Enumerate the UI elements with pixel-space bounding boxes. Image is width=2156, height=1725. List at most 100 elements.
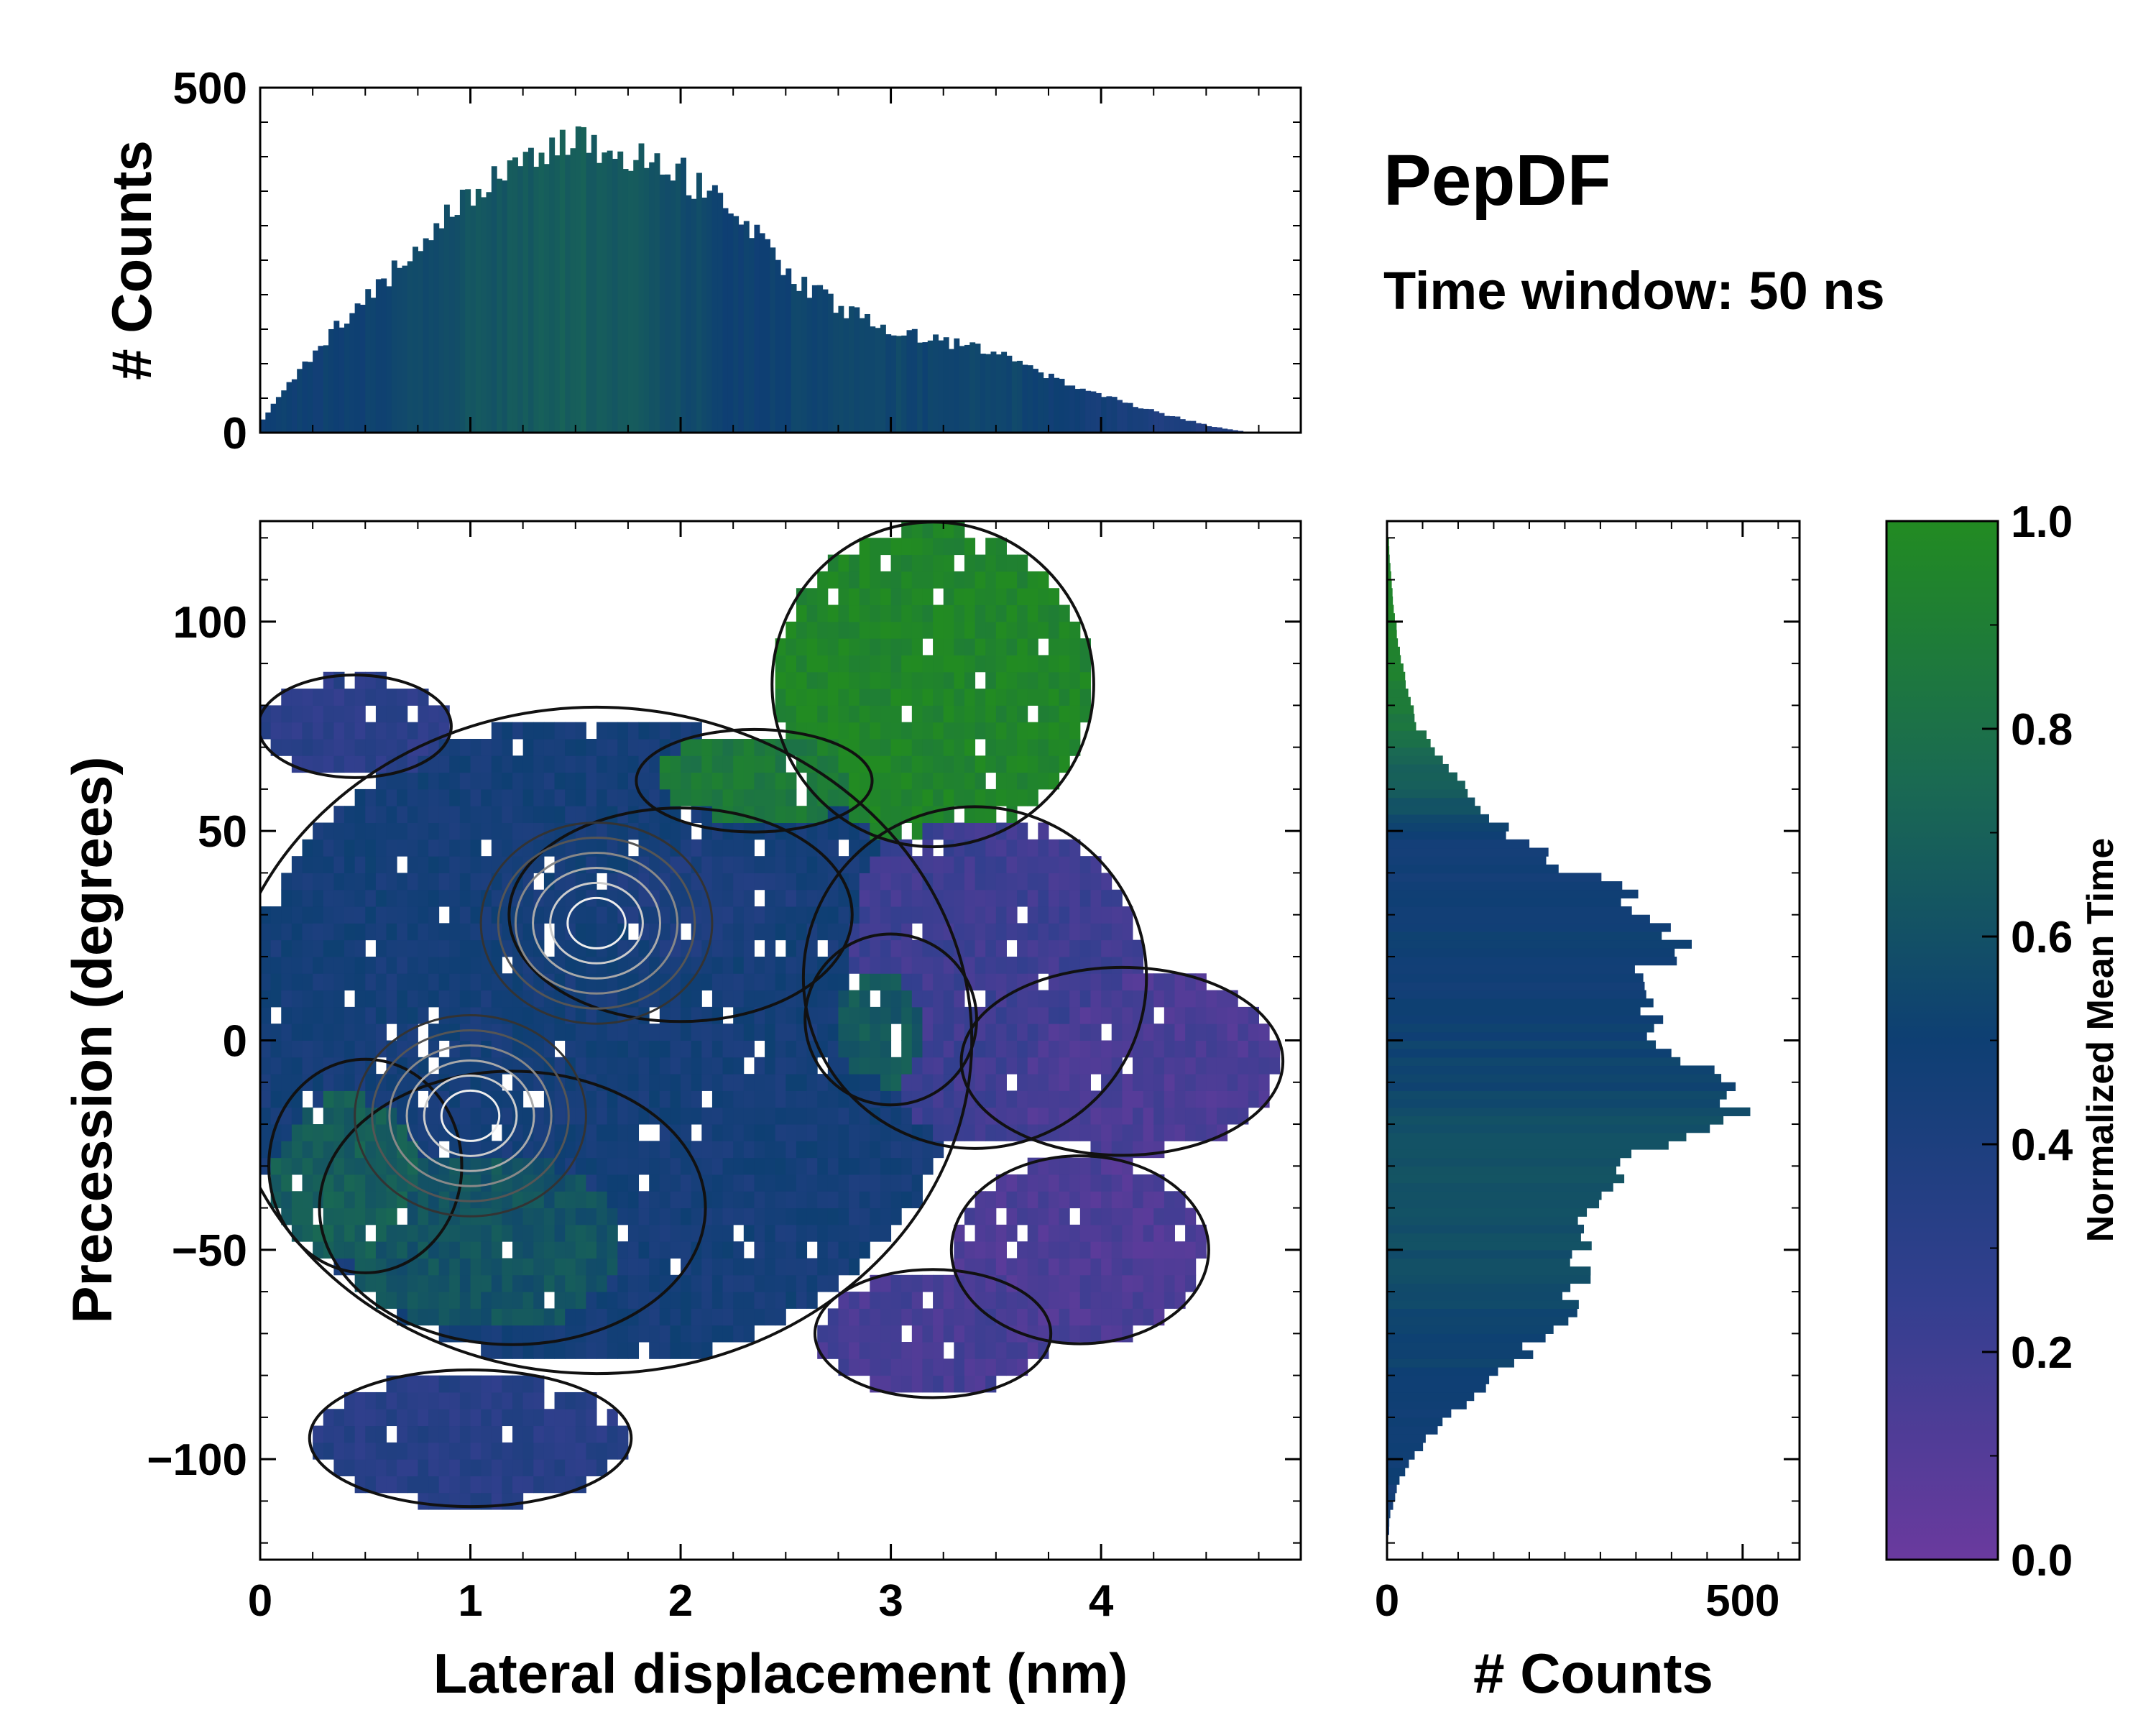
heatmap-cell — [1017, 1342, 1028, 1359]
top-histogram-bar — [1232, 430, 1238, 433]
heatmap-cell — [901, 655, 913, 673]
heatmap-cell — [481, 1274, 492, 1292]
heatmap-cell — [354, 1258, 366, 1276]
heatmap-cell — [375, 722, 387, 740]
heatmap-cell — [806, 705, 818, 723]
heatmap-cell — [901, 1107, 913, 1125]
heatmap-cell — [733, 1074, 745, 1091]
heatmap-cell — [638, 806, 650, 824]
heatmap-cell — [375, 856, 387, 873]
heatmap-cell — [681, 1241, 692, 1259]
top-histogram-bar — [260, 419, 266, 433]
heatmap-cell — [533, 1375, 545, 1393]
heatmap-cell — [438, 839, 450, 857]
heatmap-cell — [627, 1241, 640, 1259]
heatmap-cell — [911, 1325, 923, 1343]
heatmap-cell — [449, 889, 461, 907]
heatmap-cell — [313, 889, 324, 907]
heatmap-cell — [533, 1342, 545, 1359]
heatmap-cell — [333, 973, 345, 991]
heatmap-cell — [995, 873, 1007, 891]
heatmap-cell — [1017, 1174, 1028, 1192]
heatmap-cell — [1227, 1057, 1238, 1075]
heatmap-cell — [765, 906, 776, 924]
heatmap-cell — [691, 873, 702, 891]
right-histogram-bar — [1387, 923, 1671, 932]
heatmap-cell — [313, 1090, 324, 1108]
heatmap-cell — [722, 772, 734, 790]
heatmap-cell — [1101, 1325, 1112, 1343]
heatmap-cell — [397, 1124, 408, 1141]
heatmap-cell — [786, 621, 797, 639]
heatmap-cell — [1006, 604, 1018, 622]
heatmap-cell — [911, 1074, 923, 1091]
heatmap-cell — [1164, 1258, 1175, 1276]
heatmap-cell — [554, 1425, 566, 1443]
heatmap-cell — [817, 873, 829, 891]
heatmap-cell — [627, 1224, 640, 1242]
top-histogram-bar — [954, 338, 960, 433]
heatmap-cell — [354, 1174, 366, 1192]
heatmap-cell — [522, 772, 534, 790]
heatmap-cell — [922, 604, 934, 622]
top-histogram-bar — [796, 290, 802, 433]
heatmap-cell — [1079, 1174, 1091, 1192]
heatmap-cell — [827, 923, 839, 941]
heatmap-cell — [565, 1040, 576, 1058]
heatmap-cell — [502, 722, 513, 740]
heatmap-cell — [554, 738, 566, 756]
right-histogram-bar — [1387, 1224, 1585, 1234]
heatmap-cell — [291, 956, 303, 974]
heatmap-cell — [775, 1024, 786, 1041]
heatmap-cell — [975, 1241, 986, 1259]
heatmap-cell — [522, 788, 534, 806]
heatmap-cell — [765, 1107, 776, 1125]
heatmap-cell — [922, 588, 934, 606]
heatmap-cell — [765, 1191, 776, 1209]
heatmap-cell — [565, 1241, 576, 1259]
heatmap-cell — [354, 990, 366, 1008]
heatmap-cell — [607, 1208, 618, 1225]
heatmap-cell — [943, 655, 954, 673]
heatmap-cell — [418, 1174, 429, 1192]
heatmap-cell — [1059, 604, 1070, 622]
heatmap-cell — [901, 990, 913, 1008]
heatmap-cell — [428, 1425, 440, 1443]
heatmap-cell — [333, 923, 345, 941]
heatmap-cell — [575, 1174, 586, 1192]
heatmap-cell — [617, 1208, 629, 1225]
heatmap-cell — [890, 588, 902, 606]
heatmap-cell — [1069, 1258, 1081, 1276]
top-histogram-bar — [1148, 409, 1154, 433]
heatmap-cell — [365, 788, 377, 806]
heatmap-cell — [586, 822, 597, 840]
heatmap-cell — [691, 788, 702, 806]
heatmap-cell — [849, 956, 860, 974]
heatmap-cell — [975, 1342, 986, 1359]
heatmap-cell — [649, 788, 660, 806]
heatmap-cell — [933, 1107, 944, 1125]
heatmap-cell — [859, 571, 870, 589]
heatmap-cell — [985, 856, 997, 873]
heatmap-cell — [838, 604, 849, 622]
heatmap-cell — [512, 1425, 524, 1443]
heatmap-cell — [354, 973, 366, 991]
heatmap-cell — [922, 655, 934, 673]
heatmap-cell — [1090, 923, 1102, 941]
colorbar-ticks: 0.00.20.40.60.81.0 — [1982, 497, 2073, 1586]
heatmap-cell — [691, 1224, 702, 1242]
heatmap-cell — [933, 621, 944, 639]
right-histogram-bar — [1387, 730, 1427, 740]
right-histogram-bar — [1387, 1492, 1396, 1502]
heatmap-cell — [1048, 1107, 1060, 1125]
right-histogram-bar — [1387, 1166, 1617, 1175]
heatmap-cell — [407, 689, 418, 706]
heatmap-cell — [470, 973, 482, 991]
heatmap-cell — [922, 621, 934, 639]
heatmap-cell — [512, 722, 524, 740]
heatmap-cell — [418, 722, 429, 740]
heatmap-cell — [849, 588, 860, 606]
heatmap-cell — [333, 839, 345, 857]
heatmap-cell — [418, 1292, 429, 1309]
heatmap-cell — [691, 1174, 702, 1192]
